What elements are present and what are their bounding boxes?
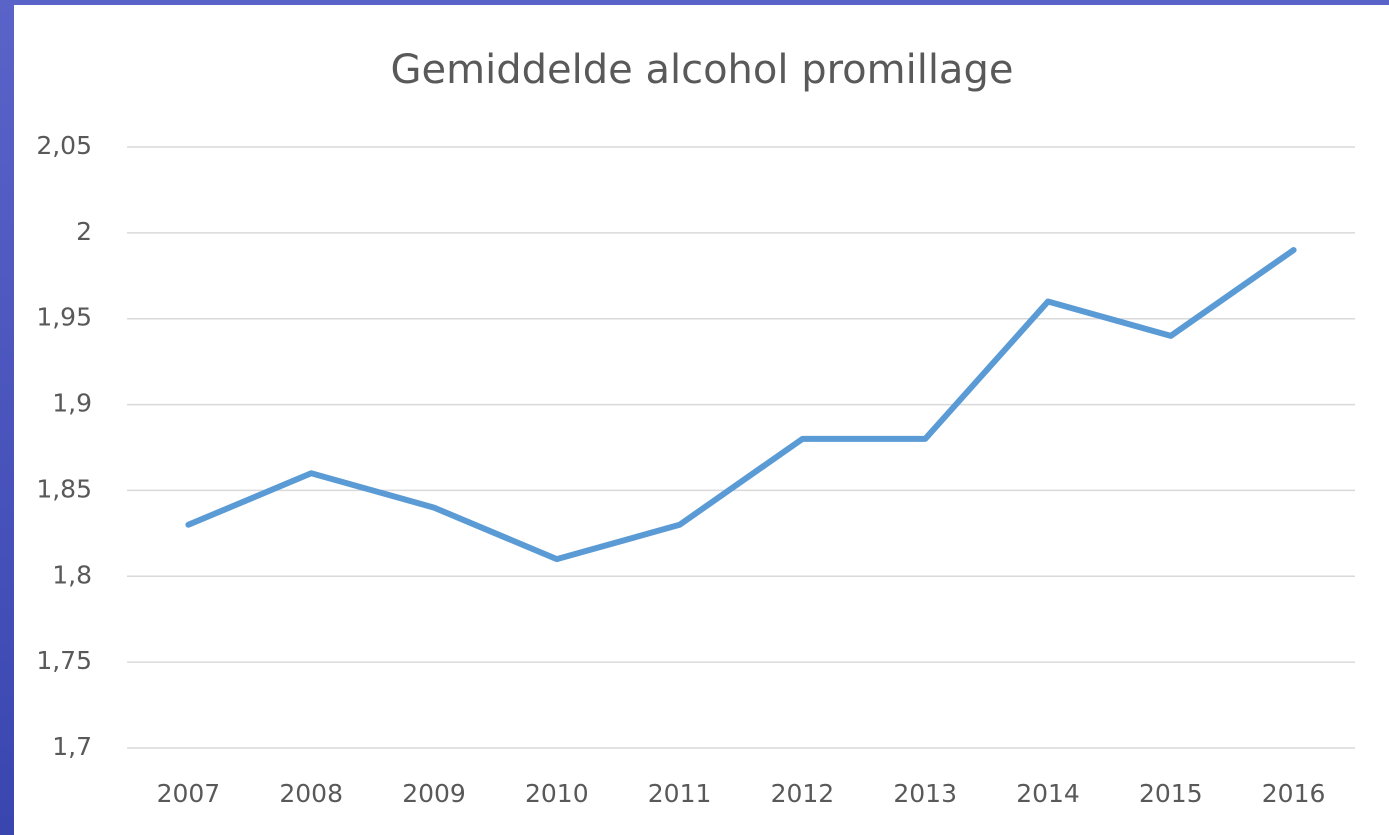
y-tick-label: 2,05: [36, 131, 92, 160]
y-tick-label: 2: [76, 217, 92, 246]
x-tick-label: 2014: [1016, 779, 1080, 808]
y-tick-label: 1,9: [52, 389, 92, 418]
x-tick-label: 2010: [525, 779, 589, 808]
x-tick-label: 2009: [402, 779, 466, 808]
y-tick-label: 1,85: [36, 474, 92, 503]
data-line: [185, 247, 1297, 563]
y-tick-label: 1,95: [36, 303, 92, 332]
x-tick-label: 2016: [1262, 779, 1326, 808]
y-tick-label: 1,75: [36, 646, 92, 675]
x-tick-label: 2015: [1139, 779, 1203, 808]
y-tick-label: 1,8: [52, 560, 92, 589]
chart-title: Gemiddelde alcohol promillage: [391, 47, 1014, 93]
chart-background: [14, 5, 1389, 835]
x-tick-label: 2013: [893, 779, 957, 808]
y-tick-label: 1,7: [52, 732, 92, 761]
x-tick-label: 2008: [279, 779, 343, 808]
x-tick-label: 2012: [771, 779, 835, 808]
x-tick-label: 2007: [157, 779, 221, 808]
x-tick-label: 2011: [648, 779, 712, 808]
